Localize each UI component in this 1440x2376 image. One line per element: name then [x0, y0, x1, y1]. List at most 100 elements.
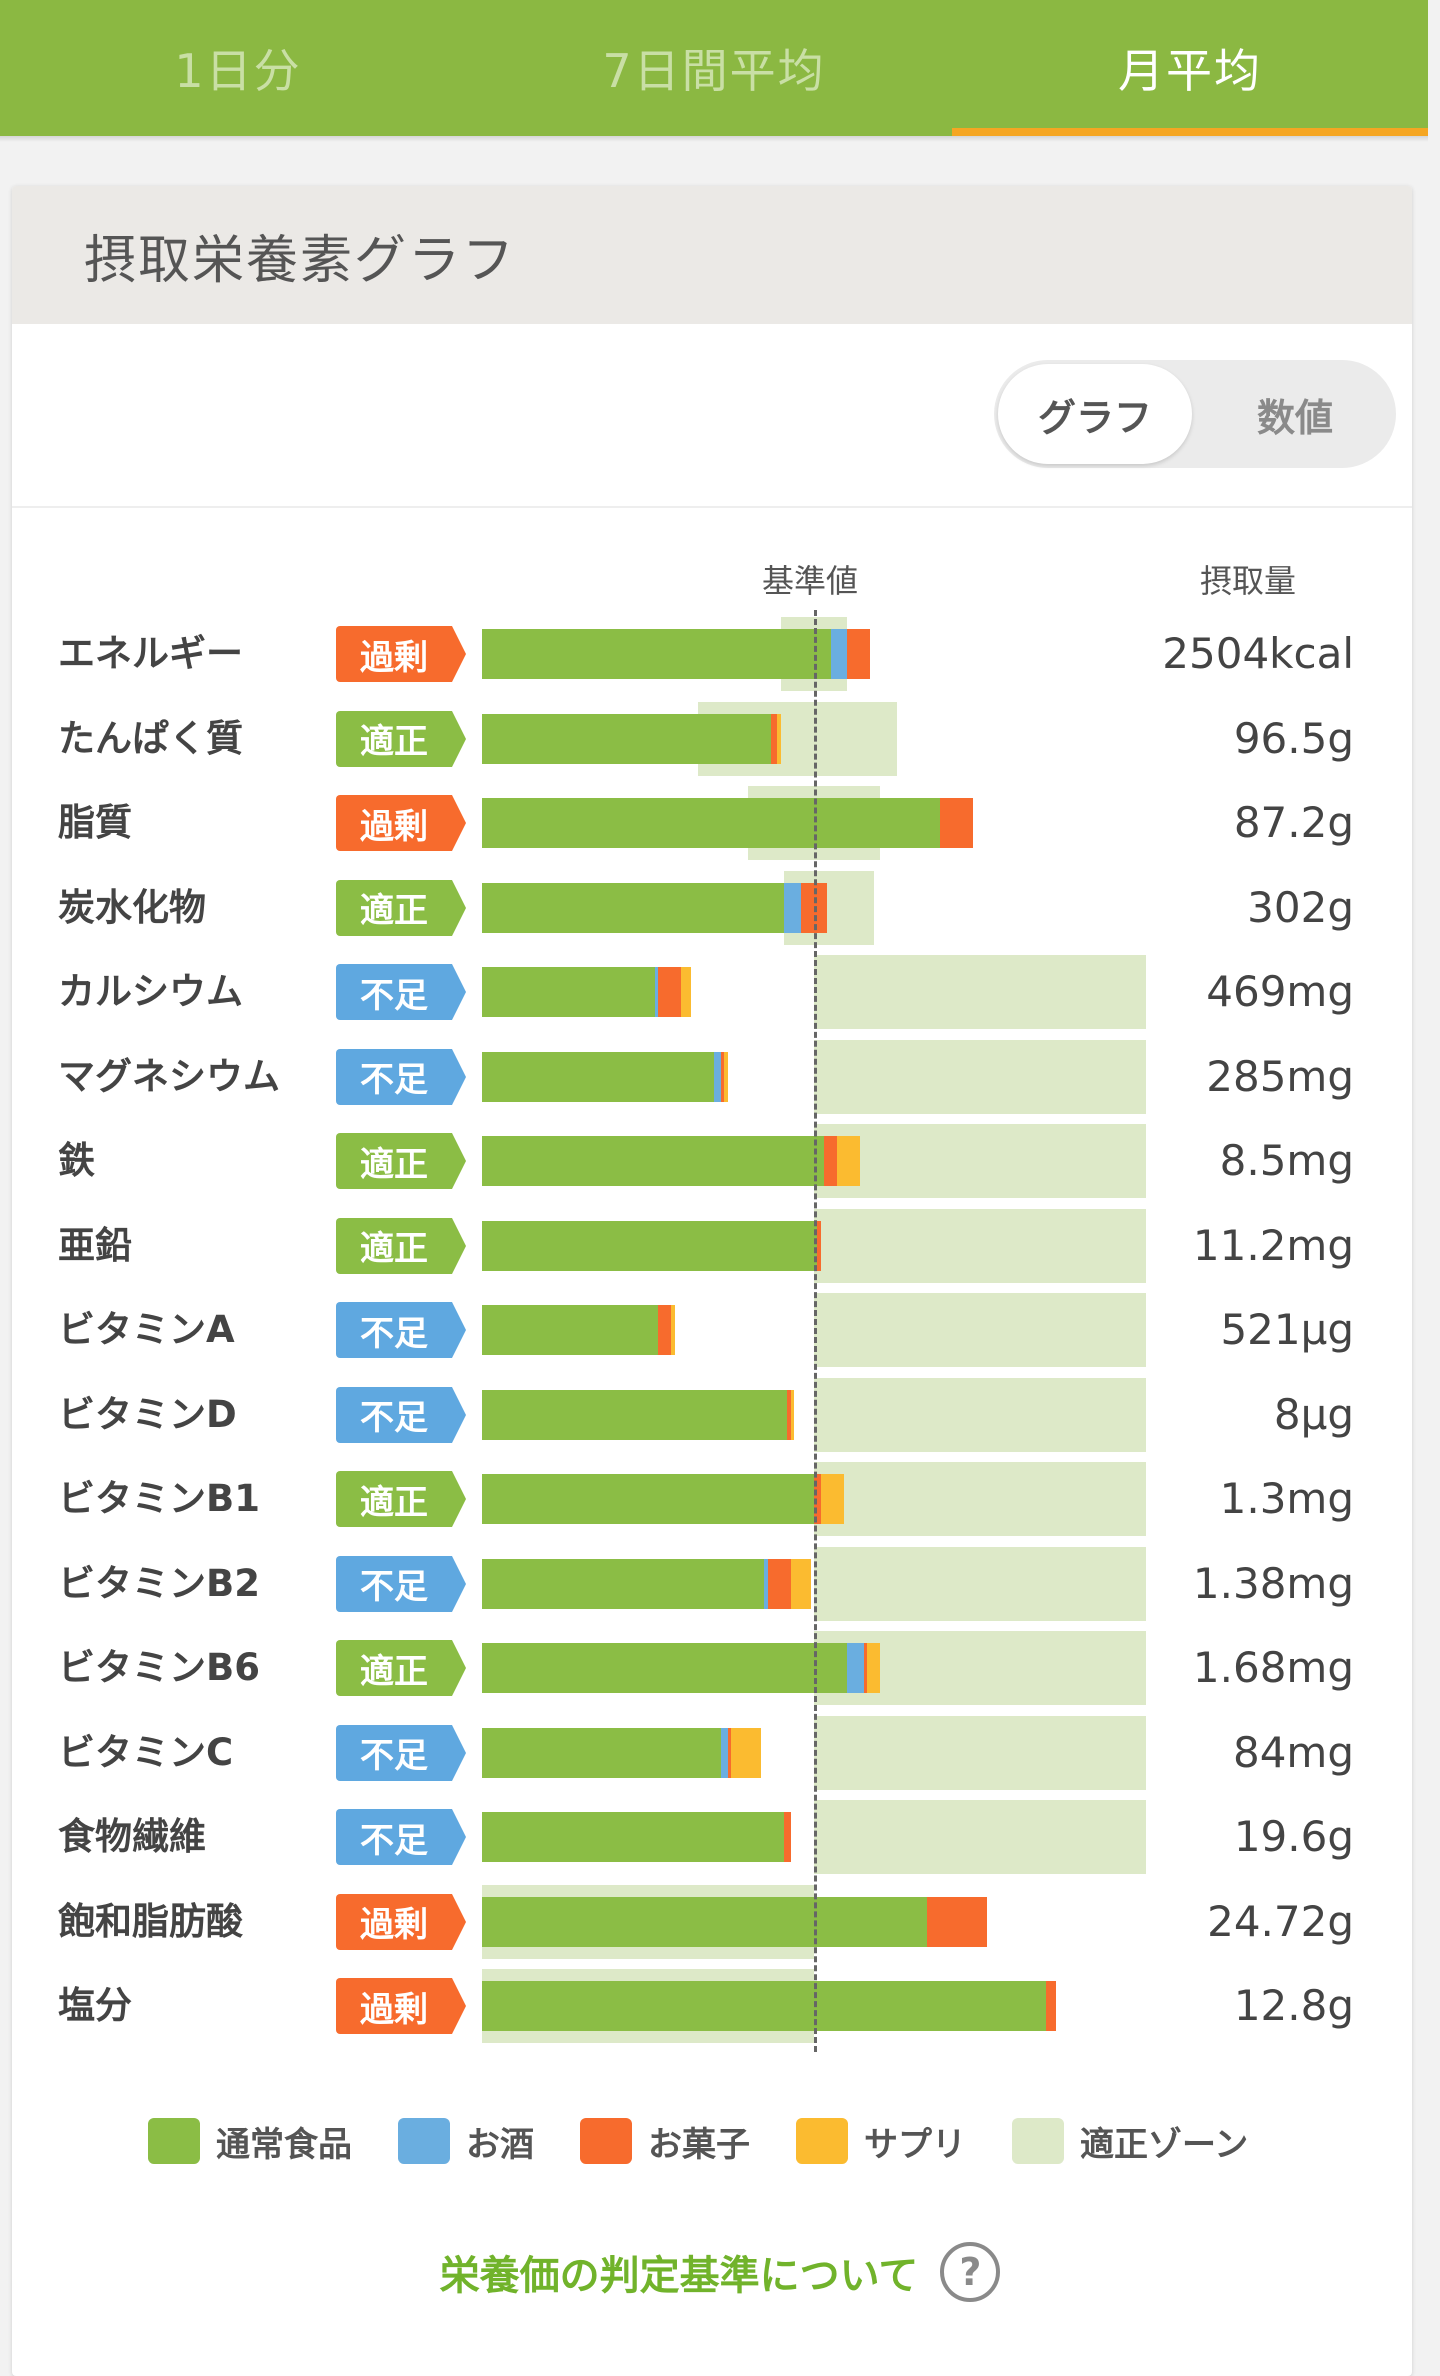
bar-segment-supplement [820, 1474, 844, 1524]
nutrient-row: エネルギー 過剰 2504kcal [0, 612, 1440, 696]
legend-label: お酒 [466, 2124, 534, 2165]
nutrient-row: ビタミンC 不足 84mg [0, 1711, 1440, 1795]
tab-1day[interactable]: 1日分 [174, 44, 302, 98]
bar-segment-snacks [823, 1136, 838, 1186]
nutrient-name: ビタミンB1 [58, 1477, 260, 1520]
tab-bar-shadow [0, 136, 1428, 142]
toggle-graph-button[interactable]: グラフ [998, 364, 1192, 464]
status-badge: 過剰 [336, 1978, 466, 2034]
judgement-criteria-link[interactable]: 栄養価の判定基準について ? [0, 2232, 1440, 2312]
intake-value: 8μg [1273, 1389, 1354, 1439]
bar-segment-regular-food [482, 1305, 658, 1355]
legend-label: 通常食品 [216, 2124, 352, 2165]
bar-segment-alcohol [721, 1727, 728, 1778]
bar-segment-snacks [721, 1051, 725, 1102]
bar-segment-regular-food [482, 1896, 927, 1947]
bar-segment-supplement [731, 1727, 761, 1778]
bar-segment-supplement [790, 1389, 795, 1440]
bar-segment-supplement [681, 967, 692, 1017]
bar-segment-supplement [837, 1136, 861, 1186]
period-tab-bar: 1日分 7日間平均 月平均 [0, 0, 1428, 136]
bar-segment-regular-food [482, 1643, 848, 1693]
bar-segment-snacks [770, 713, 778, 764]
bar-segment-snacks [814, 1474, 821, 1524]
nutrient-row: 脂質 過剰 87.2g [0, 781, 1440, 865]
nutrient-name: マグネシウム [58, 1054, 280, 1098]
legend-swatch [580, 2118, 632, 2164]
status-badge: 不足 [336, 1555, 466, 1612]
bar-segment-snacks [926, 1896, 987, 1947]
nutrient-name: ビタミンA [58, 1308, 235, 1351]
bar-segment-regular-food [482, 1558, 765, 1609]
bar-segment-regular-food [482, 629, 831, 679]
appropriate-zone [814, 1800, 1146, 1874]
tab-monthly-average[interactable]: 月平均 [952, 0, 1428, 136]
legend-item-regular-food: 通常食品 [148, 2117, 352, 2166]
appropriate-zone [814, 955, 1146, 1029]
legend-label: サプリ [864, 2124, 966, 2165]
status-badge: 不足 [336, 1302, 466, 1358]
bar-segment-snacks [940, 798, 974, 848]
nutrient-name: 炭水化物 [58, 885, 206, 929]
nutrient-row: たんぱく質 適正 96.5g [0, 697, 1440, 781]
question-circle-icon: ? [940, 2242, 1001, 2302]
bar-segment-regular-food [482, 882, 785, 933]
bar-segment-snacks [800, 882, 828, 933]
legend-label: 適正ゾーン [1080, 2124, 1249, 2165]
legend-swatch [148, 2118, 200, 2164]
nutrient-name: 飽和脂肪酸 [58, 1899, 243, 1943]
nutrient-row: カルシウム 不足 469mg [0, 950, 1440, 1034]
status-badge: 適正 [336, 1471, 466, 1527]
legend-label: お菓子 [648, 2124, 750, 2165]
nutrient-row: ビタミンB6 適正 1.68mg [0, 1626, 1440, 1710]
appropriate-zone [814, 1462, 1146, 1536]
status-badge: 過剰 [336, 1893, 466, 1950]
nutrient-row: 亜鉛 適正 11.2mg [0, 1204, 1440, 1288]
reference-header: 基準値 [762, 562, 859, 600]
intake-value: 84mg [1232, 1727, 1354, 1777]
status-badge: 適正 [336, 1217, 466, 1274]
toggle-value-button[interactable]: 数値 [1256, 395, 1333, 440]
bar-segment-snacks [767, 1558, 791, 1609]
legend-swatch [796, 2118, 848, 2164]
nutrient-row: 飽和脂肪酸 過剰 24.72g [0, 1880, 1440, 1964]
legend-item-appropriate-zone: 適正ゾーン [1012, 2117, 1248, 2166]
bar-segment-regular-food [482, 1389, 788, 1440]
nutrient-row: 鉄 適正 8.5mg [0, 1119, 1440, 1203]
intake-value: 1.38mg [1192, 1558, 1354, 1608]
bar-segment-regular-food [482, 1727, 722, 1778]
judgement-criteria-label: 栄養価の判定基準について [439, 2253, 919, 2299]
bar-segment-alcohol [830, 629, 848, 679]
bar-segment-regular-food [482, 1051, 715, 1102]
bar-segment-alcohol [784, 882, 801, 933]
card-title: 摂取栄養素グラフ [12, 186, 1412, 324]
intake-value: 1.68mg [1192, 1643, 1354, 1692]
bar-segment-snacks [817, 1220, 821, 1271]
appropriate-zone [814, 1546, 1146, 1621]
intake-value: 24.72g [1207, 1896, 1354, 1946]
legend-swatch [1012, 2118, 1064, 2164]
bar-segment-regular-food [482, 1812, 785, 1862]
reference-line [814, 610, 817, 2052]
intake-value: 2504kcal [1162, 629, 1354, 678]
nutrient-name: ビタミンD [58, 1392, 237, 1436]
intake-value: 1.3mg [1219, 1474, 1354, 1523]
nutrient-row: マグネシウム 不足 285mg [0, 1035, 1440, 1119]
tab-7day-average[interactable]: 7日間平均 [602, 44, 826, 98]
intake-value: 87.2g [1233, 798, 1354, 847]
status-badge: 不足 [336, 1386, 466, 1443]
nutrient-name: 脂質 [58, 801, 132, 844]
bar-segment-snacks [847, 629, 871, 679]
bar-segment-supplement [777, 713, 781, 764]
nutrient-row: ビタミンB1 適正 1.3mg [0, 1457, 1440, 1541]
bar-segment-supplement [867, 1643, 881, 1693]
nutrient-name: 鉄 [58, 1139, 95, 1182]
appropriate-zone [814, 1039, 1146, 1114]
status-badge: 適正 [336, 1133, 466, 1189]
nutrient-row: 炭水化物 適正 302g [0, 866, 1440, 950]
nutrient-row: 食物繊維 不足 19.6g [0, 1795, 1440, 1879]
bar-segment-regular-food [482, 798, 941, 848]
status-badge: 過剰 [336, 626, 466, 682]
nutrient-name: 亜鉛 [58, 1223, 132, 1267]
legend-item-supplement: サプリ [796, 2117, 966, 2166]
